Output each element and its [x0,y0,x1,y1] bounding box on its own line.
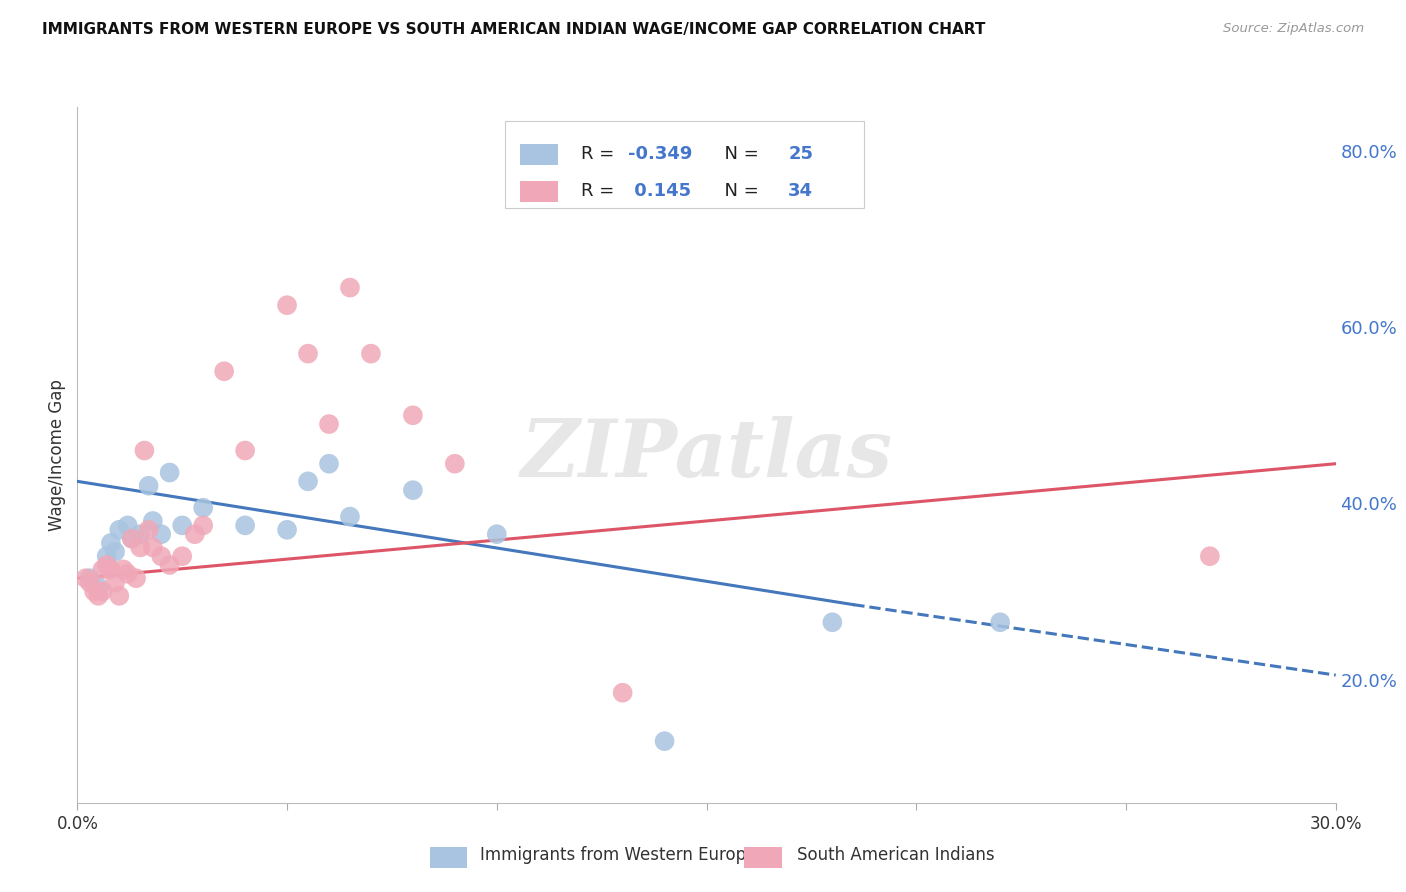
Point [142,514,165,528]
Text: ZIPatlas: ZIPatlas [520,417,893,493]
Point [100,536,122,550]
Point [612,686,634,700]
Point [988,615,1011,630]
Point [276,523,298,537]
Text: South American Indians: South American Indians [797,846,994,864]
Point [104,545,127,559]
Point [402,409,425,423]
Point [79,575,101,590]
FancyBboxPatch shape [505,121,863,208]
Text: 25: 25 [789,145,813,162]
Text: Immigrants from Western Europe: Immigrants from Western Europe [479,846,756,864]
Point [1199,549,1222,564]
Point [318,457,340,471]
Point [184,527,207,541]
Point [83,584,105,599]
Text: Source: ZipAtlas.com: Source: ZipAtlas.com [1223,22,1364,36]
Point [87,580,110,594]
Point [117,566,139,581]
Bar [520,181,558,202]
Point [129,541,152,555]
Text: 0.145: 0.145 [628,182,692,200]
Y-axis label: Wage/Income Gap: Wage/Income Gap [48,379,66,531]
Point [233,518,256,533]
Point [360,346,382,360]
Point [159,466,181,480]
Text: R =: R = [581,145,620,162]
Point [138,479,160,493]
Point [402,483,425,497]
Text: 34: 34 [789,182,813,200]
Point [87,589,110,603]
Point [172,549,194,564]
Bar [520,144,558,165]
Text: R =: R = [581,182,620,200]
Point [96,549,118,564]
Point [191,500,215,515]
Point [172,518,194,533]
Point [485,527,508,541]
Point [821,615,844,630]
Point [297,346,319,360]
Text: -0.349: -0.349 [628,145,693,162]
Point [276,298,298,312]
Point [150,549,173,564]
Point [150,527,173,541]
Point [191,518,215,533]
Point [134,443,156,458]
Bar [744,847,782,868]
Text: N =: N = [713,182,765,200]
Point [121,532,143,546]
Point [138,523,160,537]
Point [212,364,235,378]
Text: N =: N = [713,145,765,162]
Text: IMMIGRANTS FROM WESTERN EUROPE VS SOUTH AMERICAN INDIAN WAGE/INCOME GAP CORRELAT: IMMIGRANTS FROM WESTERN EUROPE VS SOUTH … [42,22,986,37]
Point [125,571,148,585]
Point [129,527,152,541]
Point [339,280,361,294]
Point [318,417,340,431]
Point [96,558,118,572]
Point [91,562,114,576]
Point [112,562,135,576]
Point [142,541,165,555]
Point [117,518,139,533]
Point [297,475,319,489]
Point [91,584,114,599]
Bar [430,847,467,868]
Point [75,571,97,585]
Point [654,734,676,748]
Point [339,509,361,524]
Point [108,589,131,603]
Point [159,558,181,572]
Point [444,457,467,471]
Point [79,571,101,585]
Point [100,562,122,576]
Point [104,575,127,590]
Point [233,443,256,458]
Point [108,523,131,537]
Point [121,532,143,546]
